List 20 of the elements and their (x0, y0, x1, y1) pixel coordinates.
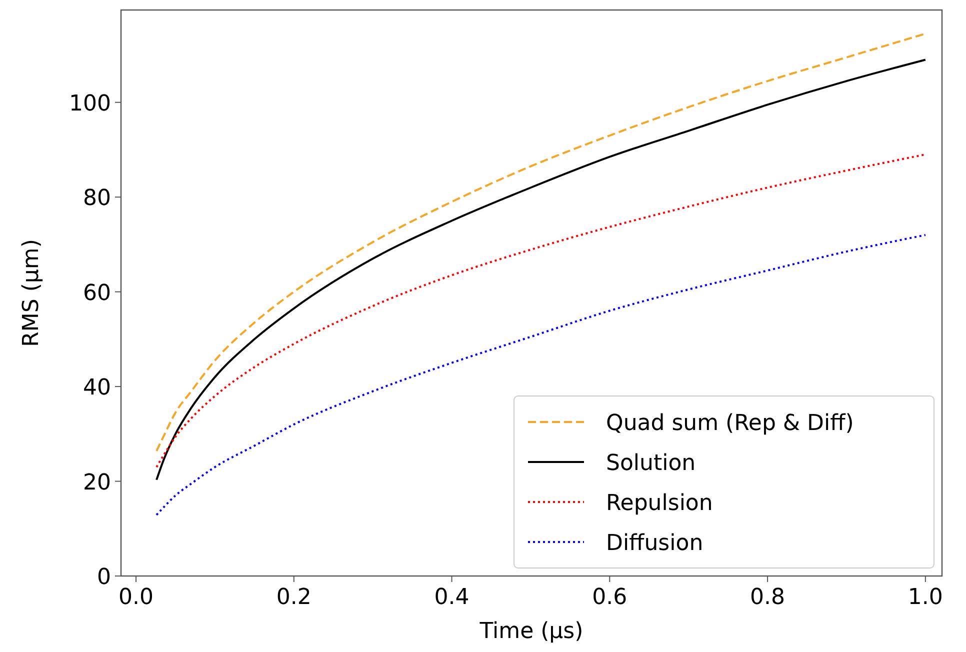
x-axis-title: Time (µs) (478, 619, 584, 644)
x-tick-label: 0.4 (434, 585, 470, 610)
y-tick-label: 0 (97, 565, 111, 590)
x-tick-label: 0.6 (592, 585, 628, 610)
y-axis-title: RMS (µm) (19, 239, 44, 347)
y-tick-label: 100 (69, 91, 111, 116)
line-series (156, 234, 926, 516)
x-tick-label: 0.0 (118, 585, 154, 610)
x-tick-label: 0.8 (750, 585, 786, 610)
y-tick-label: 80 (83, 186, 111, 212)
x-tick-label: 1.0 (908, 585, 943, 610)
y-tick-label: 40 (83, 376, 111, 401)
y-tick-label: 60 (83, 280, 111, 306)
legend-label: Repulsion (606, 491, 713, 516)
legend-label: Diffusion (606, 531, 704, 556)
legend-label: Quad sum (Rep & Diff) (606, 411, 854, 436)
legend-label: Solution (606, 451, 696, 476)
x-tick-label: 0.2 (276, 585, 312, 610)
line-series (156, 153, 926, 468)
y-tick-label: 20 (83, 470, 111, 496)
